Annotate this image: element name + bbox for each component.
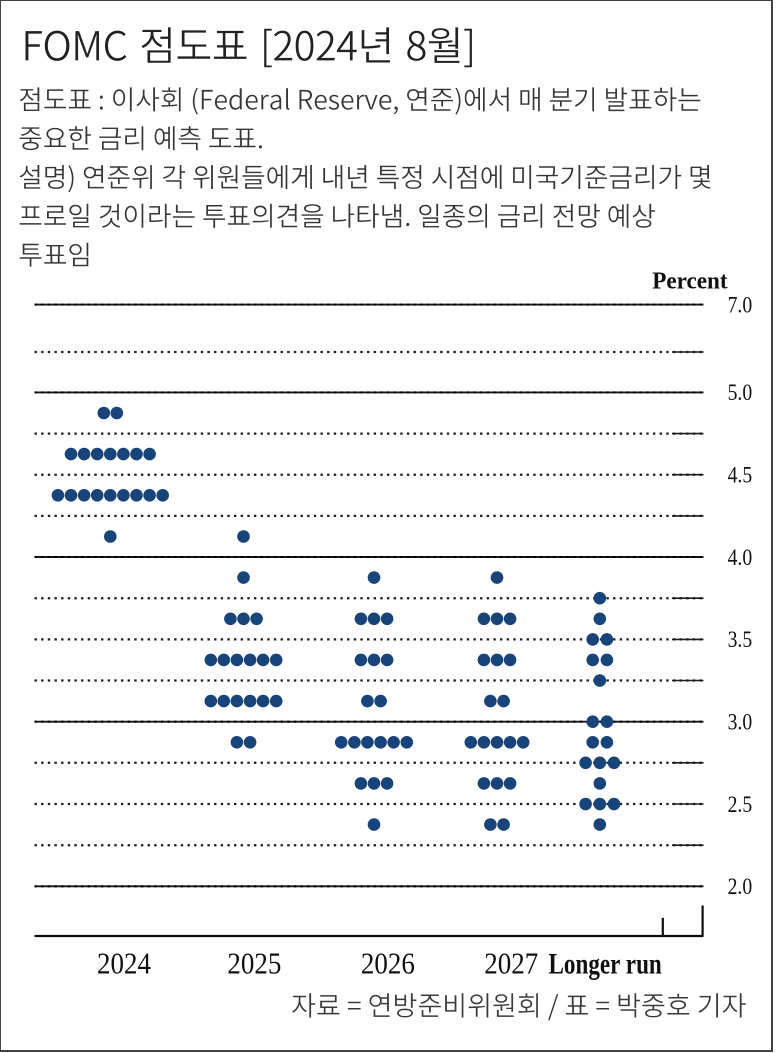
svg-text:2024: 2024	[97, 945, 151, 980]
svg-text:2027: 2027	[484, 945, 538, 980]
svg-text:3.0: 3.0	[728, 710, 753, 736]
svg-text:Longer run: Longer run	[549, 947, 663, 980]
svg-text:4.0: 4.0	[728, 545, 753, 571]
svg-text:2.0: 2.0	[728, 874, 753, 900]
svg-text:4.5: 4.5	[728, 463, 753, 489]
svg-text:7.0: 7.0	[728, 292, 753, 318]
svg-text:2.5: 2.5	[728, 792, 753, 818]
svg-text:Percent: Percent	[652, 268, 727, 295]
svg-text:3.5: 3.5	[728, 627, 753, 653]
svg-text:2026: 2026	[361, 945, 415, 980]
svg-text:5.0: 5.0	[728, 380, 753, 406]
svg-text:2025: 2025	[227, 945, 281, 980]
